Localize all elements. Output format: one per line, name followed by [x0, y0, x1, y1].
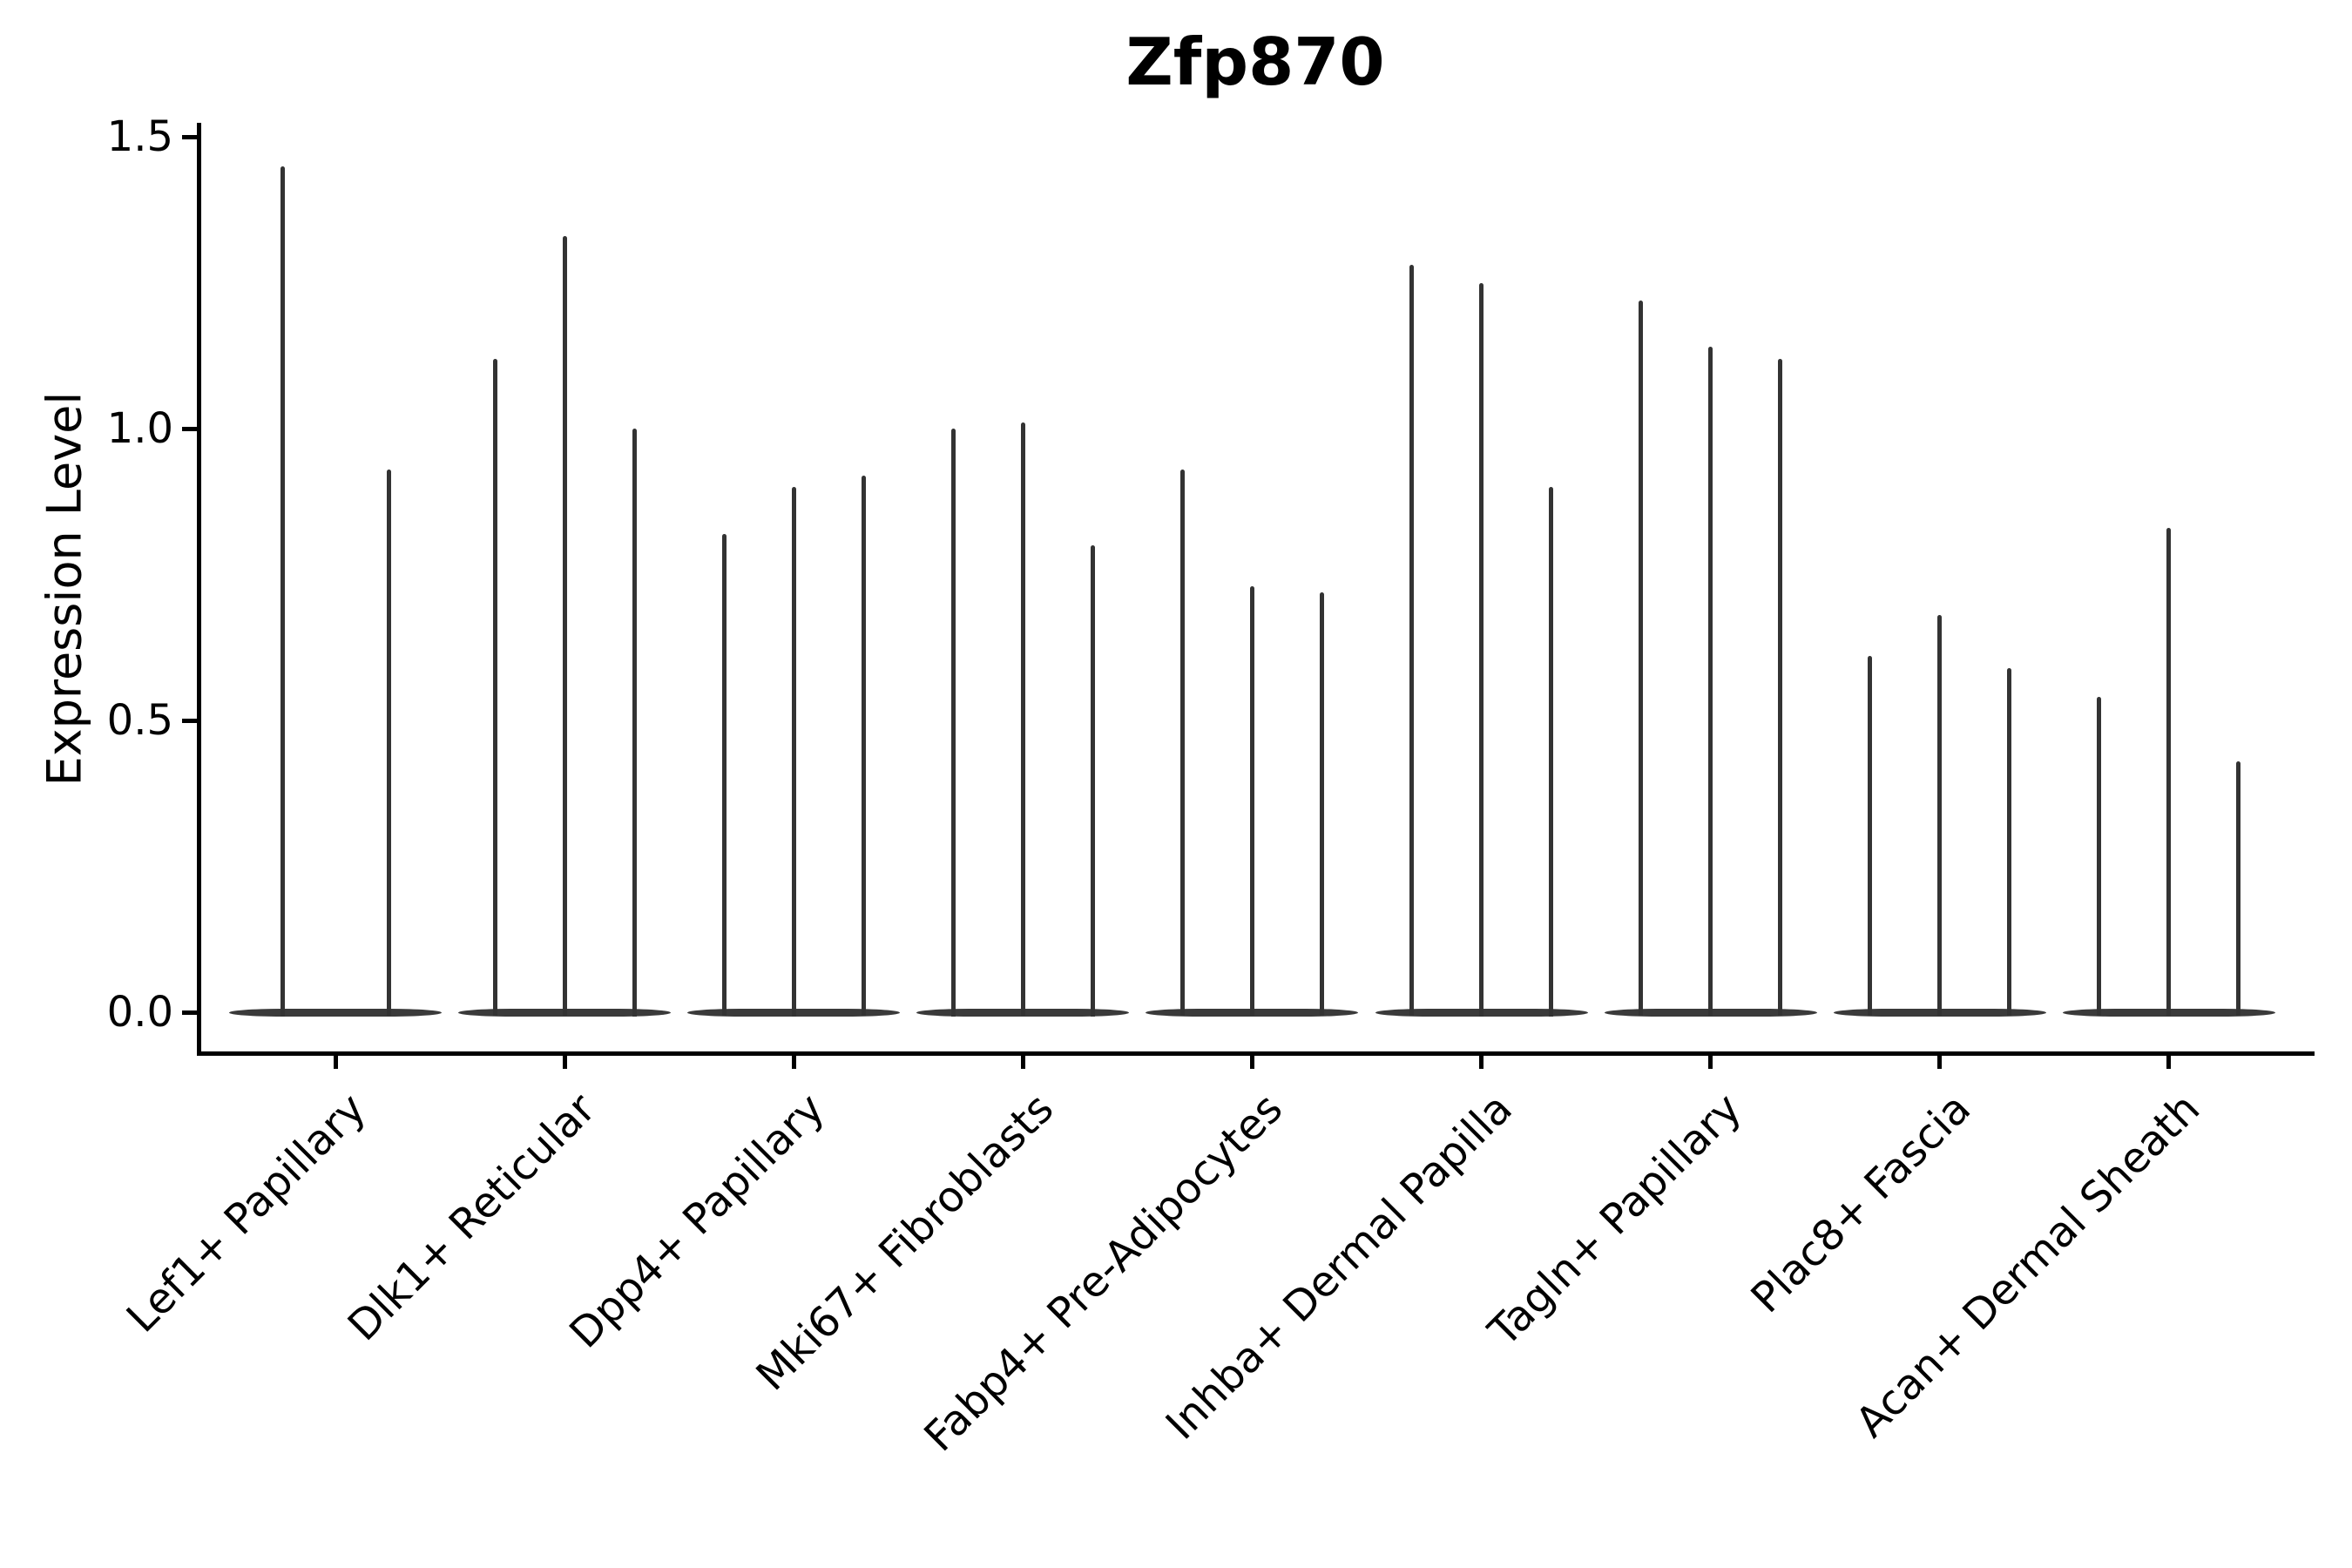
y-tick-mark: [182, 718, 197, 723]
y-axis-label: Expression Level: [37, 391, 92, 787]
x-tick-mark: [333, 1056, 338, 1069]
violin-spike: [280, 166, 285, 1017]
violin-spike: [1249, 585, 1254, 1017]
y-tick-label: 0.0: [106, 988, 173, 1037]
violin-spike: [1090, 545, 1095, 1017]
x-tick-label: Lef1+ Papillary: [118, 1084, 376, 1342]
y-axis-spine: [197, 123, 201, 1056]
violin-spike: [721, 533, 727, 1017]
x-tick-mark: [791, 1056, 796, 1069]
violin-spike: [386, 469, 391, 1017]
violin-spike: [1708, 347, 1713, 1017]
x-tick-label: Tagln+ Papillary: [1479, 1084, 1751, 1356]
violin-spike: [632, 429, 637, 1017]
violin-spike: [2007, 667, 2012, 1017]
violin-spike: [1020, 422, 1025, 1017]
x-tick-mark: [1249, 1056, 1254, 1069]
x-tick-label: Dlk1+ Reticular: [338, 1084, 605, 1351]
x-axis-spine: [197, 1051, 2315, 1056]
x-tick-mark: [1479, 1056, 1484, 1069]
y-tick-mark: [182, 1010, 197, 1015]
x-tick-mark: [562, 1056, 567, 1069]
violin-spike: [2166, 527, 2172, 1017]
chart-title: Zfp870: [1125, 24, 1385, 100]
violin-spike: [1549, 487, 1553, 1017]
y-tick-label: 1.0: [106, 404, 173, 453]
violin-spike: [1479, 282, 1484, 1017]
x-tick-label: Dpp4+ Papillary: [560, 1084, 835, 1358]
violin-base: [229, 1008, 442, 1017]
violin-spike: [1937, 615, 1943, 1017]
violin-spike: [861, 475, 866, 1017]
violin-spike: [1179, 469, 1185, 1017]
x-tick-mark: [1937, 1056, 1943, 1069]
violin-spike: [791, 487, 796, 1017]
y-tick-label: 0.5: [106, 696, 173, 745]
violin-spike: [492, 358, 497, 1017]
x-tick-label: Plac8+ Fascia: [1741, 1084, 1980, 1323]
violin-spike: [950, 429, 956, 1017]
violin-spike: [1319, 591, 1324, 1017]
y-tick-mark: [182, 426, 197, 431]
y-tick-mark: [182, 134, 197, 139]
violin-spike: [1868, 656, 1873, 1017]
violin-spike: [562, 235, 567, 1017]
y-tick-label: 1.5: [106, 112, 173, 161]
x-tick-mark: [2166, 1056, 2172, 1069]
violin-spike: [1778, 358, 1783, 1017]
x-tick-mark: [1708, 1056, 1713, 1069]
violin-spike: [1639, 300, 1644, 1017]
violin-spike: [1409, 265, 1414, 1017]
x-tick-mark: [1020, 1056, 1025, 1069]
violin-spike: [2236, 760, 2241, 1017]
violin-spike: [2097, 697, 2102, 1017]
